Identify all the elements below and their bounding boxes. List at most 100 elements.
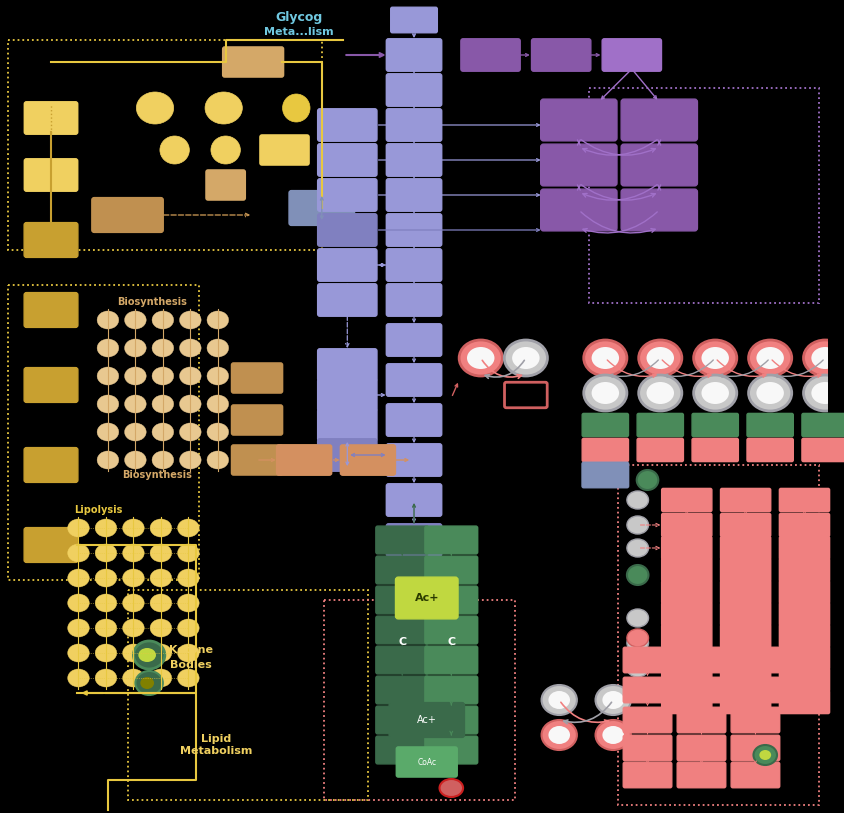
FancyBboxPatch shape bbox=[376, 646, 429, 674]
Ellipse shape bbox=[180, 367, 201, 385]
FancyBboxPatch shape bbox=[747, 438, 793, 462]
FancyBboxPatch shape bbox=[662, 559, 711, 581]
Text: Lipolysis: Lipolysis bbox=[74, 505, 122, 515]
FancyBboxPatch shape bbox=[391, 7, 437, 33]
FancyBboxPatch shape bbox=[731, 735, 780, 761]
Ellipse shape bbox=[97, 367, 119, 385]
Ellipse shape bbox=[180, 423, 201, 441]
Ellipse shape bbox=[749, 340, 792, 376]
Ellipse shape bbox=[95, 669, 116, 687]
Ellipse shape bbox=[803, 375, 844, 411]
FancyBboxPatch shape bbox=[376, 556, 429, 584]
FancyBboxPatch shape bbox=[637, 413, 684, 437]
FancyBboxPatch shape bbox=[317, 179, 377, 211]
Ellipse shape bbox=[125, 367, 146, 385]
Ellipse shape bbox=[596, 720, 630, 750]
Ellipse shape bbox=[803, 340, 844, 376]
Ellipse shape bbox=[150, 519, 171, 537]
FancyBboxPatch shape bbox=[721, 580, 771, 603]
FancyBboxPatch shape bbox=[721, 513, 771, 537]
FancyBboxPatch shape bbox=[317, 439, 377, 472]
Text: CoAc: CoAc bbox=[417, 758, 436, 767]
Ellipse shape bbox=[760, 750, 771, 760]
Ellipse shape bbox=[627, 659, 648, 677]
Ellipse shape bbox=[627, 629, 648, 647]
FancyBboxPatch shape bbox=[721, 690, 771, 714]
Ellipse shape bbox=[627, 491, 648, 509]
Ellipse shape bbox=[749, 375, 792, 411]
FancyBboxPatch shape bbox=[621, 99, 697, 141]
FancyBboxPatch shape bbox=[376, 586, 429, 614]
FancyBboxPatch shape bbox=[340, 445, 396, 475]
FancyBboxPatch shape bbox=[637, 438, 684, 462]
Ellipse shape bbox=[125, 395, 146, 413]
FancyBboxPatch shape bbox=[425, 646, 478, 674]
Ellipse shape bbox=[160, 136, 189, 164]
FancyBboxPatch shape bbox=[677, 763, 726, 788]
Ellipse shape bbox=[627, 539, 648, 557]
FancyBboxPatch shape bbox=[721, 602, 771, 625]
Text: Ac+: Ac+ bbox=[414, 593, 439, 603]
Ellipse shape bbox=[125, 423, 146, 441]
FancyBboxPatch shape bbox=[779, 624, 830, 648]
Ellipse shape bbox=[177, 519, 199, 537]
Ellipse shape bbox=[596, 685, 630, 715]
Ellipse shape bbox=[122, 544, 144, 562]
Ellipse shape bbox=[97, 423, 119, 441]
Ellipse shape bbox=[95, 594, 116, 612]
Ellipse shape bbox=[283, 94, 310, 122]
FancyBboxPatch shape bbox=[387, 404, 441, 437]
Ellipse shape bbox=[694, 375, 737, 411]
Ellipse shape bbox=[754, 745, 777, 765]
FancyBboxPatch shape bbox=[541, 144, 617, 186]
Text: Bodies: Bodies bbox=[170, 660, 212, 670]
Bar bbox=[588, 88, 820, 303]
Ellipse shape bbox=[639, 375, 682, 411]
FancyBboxPatch shape bbox=[731, 647, 780, 673]
Ellipse shape bbox=[549, 691, 570, 709]
FancyBboxPatch shape bbox=[24, 293, 78, 328]
Text: Meta...lism: Meta...lism bbox=[264, 27, 334, 37]
Ellipse shape bbox=[603, 691, 624, 709]
FancyBboxPatch shape bbox=[387, 74, 441, 107]
FancyBboxPatch shape bbox=[341, 445, 394, 475]
FancyBboxPatch shape bbox=[505, 382, 547, 408]
FancyBboxPatch shape bbox=[692, 413, 738, 437]
FancyBboxPatch shape bbox=[317, 214, 377, 246]
Ellipse shape bbox=[152, 367, 174, 385]
Ellipse shape bbox=[95, 519, 116, 537]
Ellipse shape bbox=[122, 669, 144, 687]
FancyBboxPatch shape bbox=[677, 735, 726, 761]
FancyBboxPatch shape bbox=[662, 537, 711, 559]
FancyBboxPatch shape bbox=[387, 524, 441, 556]
Ellipse shape bbox=[627, 634, 648, 652]
Ellipse shape bbox=[150, 669, 171, 687]
Ellipse shape bbox=[97, 339, 119, 357]
Ellipse shape bbox=[152, 311, 174, 329]
Ellipse shape bbox=[504, 340, 548, 376]
FancyBboxPatch shape bbox=[621, 144, 697, 186]
Ellipse shape bbox=[95, 619, 116, 637]
Ellipse shape bbox=[459, 340, 502, 376]
Ellipse shape bbox=[150, 544, 171, 562]
Text: Glycog: Glycog bbox=[276, 11, 323, 24]
FancyBboxPatch shape bbox=[731, 677, 780, 702]
FancyBboxPatch shape bbox=[425, 616, 478, 644]
Ellipse shape bbox=[467, 347, 495, 369]
FancyBboxPatch shape bbox=[721, 646, 771, 670]
Ellipse shape bbox=[811, 347, 839, 369]
Ellipse shape bbox=[440, 779, 463, 797]
FancyBboxPatch shape bbox=[425, 706, 478, 734]
FancyBboxPatch shape bbox=[231, 445, 283, 475]
FancyBboxPatch shape bbox=[387, 484, 441, 516]
FancyBboxPatch shape bbox=[317, 349, 377, 381]
Text: C: C bbox=[398, 637, 406, 647]
FancyBboxPatch shape bbox=[461, 39, 520, 72]
FancyBboxPatch shape bbox=[389, 702, 464, 737]
Text: Biosynthesis: Biosynthesis bbox=[117, 297, 187, 307]
FancyBboxPatch shape bbox=[376, 616, 429, 644]
FancyBboxPatch shape bbox=[721, 559, 771, 581]
Ellipse shape bbox=[207, 395, 229, 413]
FancyBboxPatch shape bbox=[317, 284, 377, 316]
FancyBboxPatch shape bbox=[24, 528, 78, 563]
